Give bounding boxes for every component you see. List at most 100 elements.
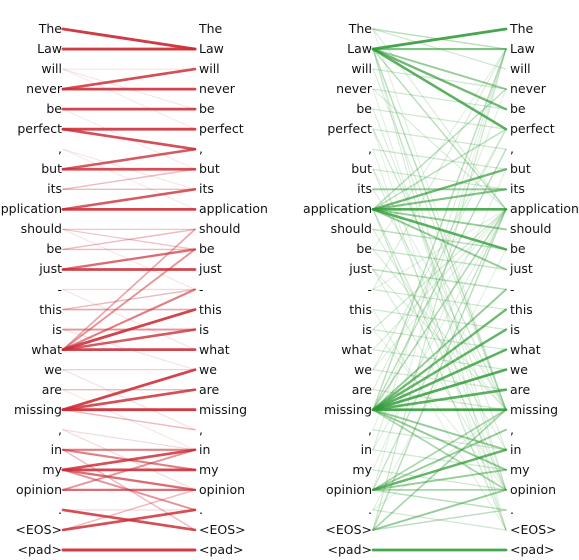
red-edge-be-to-should	[62, 228, 196, 251]
green-source-token: just	[349, 261, 372, 277]
red-source-token: we	[44, 361, 62, 377]
green-source-token: are	[351, 381, 372, 397]
red-target-token: are	[199, 381, 220, 397]
red-target-token: this	[199, 301, 222, 317]
red-source-token: will	[41, 61, 62, 77]
green-source-token: .	[368, 501, 372, 517]
green-edge-application-to-should	[372, 208, 507, 231]
green-edge-opinion-to-my	[372, 468, 507, 491]
green-edge-be-to-just	[372, 248, 507, 271]
green-source-token: perfect	[327, 121, 372, 137]
green-edge-be-to-missing	[372, 248, 507, 411]
red-source-token: ,	[58, 141, 62, 157]
red-edge-but-to-,	[61, 147, 197, 171]
red-target-token: Law	[199, 41, 224, 57]
green-edge-be-to-perfect	[372, 108, 507, 130]
green-edge-perfect-to-<EOS>	[372, 128, 507, 531]
green-edge-application-to-perfect	[372, 128, 507, 211]
green-target-token: be	[510, 241, 526, 257]
green-edge-we-to-application	[372, 208, 507, 371]
green-target-token: should	[510, 221, 552, 237]
green-edge-application-to-be	[371, 208, 508, 251]
red-edge-,-to-application	[62, 148, 196, 210]
red-edge-The-to-Law	[61, 27, 197, 51]
green-target-token: just	[510, 261, 533, 277]
green-source-token: be	[356, 241, 372, 257]
green-target-token: opinion	[510, 481, 557, 497]
red-target-token: is	[199, 321, 209, 337]
green-source-token: is	[362, 321, 372, 337]
red-target-token: just	[199, 261, 222, 277]
green-edge-missing-to-this	[371, 308, 508, 411]
green-source-token: <pad>	[327, 542, 372, 557]
green-target-token: <pad>	[510, 542, 555, 557]
green-target-token: will	[510, 61, 531, 77]
red-source-token: in	[50, 441, 62, 457]
green-source-token: my	[352, 461, 372, 477]
red-edge-just-to-be	[61, 248, 197, 271]
green-edge-opinion-to-missing	[372, 408, 507, 491]
red-source-token: its	[47, 181, 62, 197]
red-source-token: -	[57, 281, 62, 297]
green-edge-<EOS>-to-.	[372, 509, 507, 531]
red-edge-my-to-in	[61, 448, 197, 472]
red-target-token: what	[199, 341, 230, 357]
red-edge-what-to--	[61, 288, 197, 351]
red-source-token: but	[41, 161, 62, 177]
green-edge-<EOS>-to-Law	[372, 48, 507, 531]
green-source-token: what	[341, 341, 372, 357]
red-edge-,-to-in	[62, 429, 196, 451]
red-source-token: ,	[58, 421, 62, 437]
red-source-token: opinion	[15, 481, 62, 497]
red-source-token: is	[52, 321, 62, 337]
green-edge-,-to-but	[372, 148, 507, 170]
green-target-token: missing	[510, 401, 559, 417]
red-source-token: be	[46, 101, 62, 117]
green-edge-Law-to-be	[371, 47, 508, 111]
red-source-token: my	[42, 461, 62, 477]
green-edge-just-to--	[372, 268, 507, 291]
green-source-token: application	[303, 201, 372, 217]
green-edge-application-to-its	[371, 188, 508, 211]
red-target-token: be	[199, 101, 215, 117]
green-edge-opinion-to-,	[372, 428, 507, 491]
green-source-token: we	[354, 361, 372, 377]
red-edge-perfect-to-,	[61, 127, 197, 151]
green-edge-this-to-is	[372, 308, 507, 331]
green-edge-missing-to-what	[371, 348, 508, 412]
green-edge-is-to-application	[372, 208, 507, 331]
red-source-token: <pad>	[17, 542, 62, 557]
red-target-token: missing	[199, 401, 248, 417]
red-source-token: what	[31, 341, 62, 357]
green-edge-Law-to-never	[372, 48, 507, 91]
red-source-token: this	[39, 301, 62, 317]
green-source-token: its	[357, 181, 372, 197]
red-target-token: should	[199, 221, 241, 237]
green-edge-opinion-to-in	[371, 448, 508, 492]
green-edge-never-to-be	[372, 88, 507, 110]
green-edge-missing-to-is	[371, 328, 508, 411]
red-source-token: .	[58, 501, 62, 517]
green-edge-what-to-application	[372, 208, 507, 351]
green-edge-Law-to-application	[372, 48, 507, 211]
red-target-token: .	[199, 501, 203, 517]
green-target-token: its	[510, 181, 525, 197]
red-target-token: my	[199, 461, 219, 477]
red-source-token: are	[41, 381, 62, 397]
red-edge-missing-to-are	[61, 388, 197, 412]
red-target-token: ,	[199, 421, 203, 437]
red-edge-my-to-opinion	[61, 468, 197, 492]
green-edge-just-to-missing	[372, 268, 507, 411]
red-source-token: should	[20, 221, 62, 237]
red-target-token: application	[199, 201, 268, 217]
green-source-token: <EOS>	[325, 521, 372, 537]
red-edge-<EOS>-to-opinion	[62, 489, 196, 531]
red-edge-what-to-this	[61, 308, 197, 352]
green-edge-perfect-to-missing	[372, 128, 507, 411]
green-target-token: .	[510, 501, 514, 517]
red-target-token: in	[199, 441, 211, 457]
green-edge-Law-to-perfect	[371, 47, 508, 131]
red-target-token: perfect	[199, 121, 244, 137]
red-edge-missing-to-we	[61, 368, 197, 412]
